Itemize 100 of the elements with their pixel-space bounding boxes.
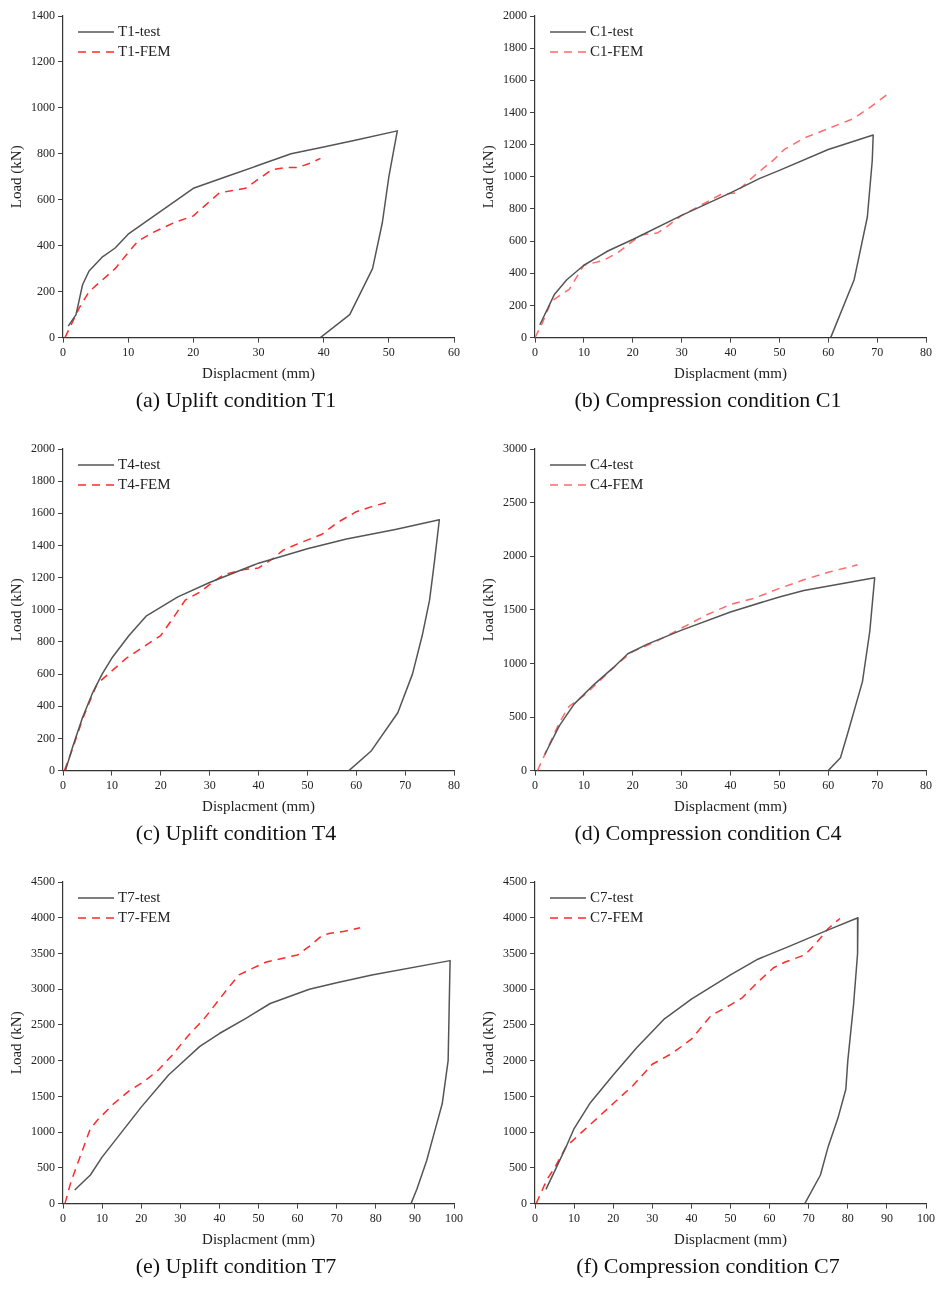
x-tick-label: 20 (626, 777, 639, 792)
y-tick-label: 4500 (31, 874, 55, 889)
x-axis-title: Displacment (mm) (674, 1230, 787, 1248)
y-tick-label: 500 (509, 1160, 527, 1175)
y-tick-label: 1000 (503, 168, 527, 183)
y-tick-label: 1500 (503, 1088, 527, 1103)
y-tick-label: 600 (509, 233, 527, 248)
x-tick-label: 30 (675, 344, 688, 359)
x-tick-label: 80 (920, 344, 932, 359)
y-tick-label: 1000 (31, 1124, 55, 1139)
y-axis-title: Load (kN) (479, 578, 497, 642)
x-tick-label: 60 (448, 344, 460, 359)
y-tick-label: 4500 (503, 874, 527, 889)
x-tick-label: 0 (532, 344, 538, 359)
x-tick-label: 60 (822, 344, 835, 359)
x-tick-label: 20 (154, 777, 167, 792)
y-tick-label: 1500 (31, 1088, 55, 1103)
x-tick-label: 0 (60, 777, 66, 792)
y-tick-label: 1400 (31, 537, 55, 552)
y-tick-label: 2500 (503, 1017, 527, 1032)
x-tick-label: 10 (105, 777, 118, 792)
x-tick-label: 30 (252, 344, 265, 359)
y-tick-label: 400 (37, 698, 55, 713)
y-tick-label: 400 (37, 237, 55, 252)
x-tick-label: 0 (532, 777, 538, 792)
y-tick-label: 0 (49, 1195, 55, 1210)
text: (d) Compression condition C4 (573, 820, 843, 846)
y-axis-title: Load (kN) (7, 145, 25, 209)
x-tick-label: 40 (252, 777, 265, 792)
y-tick-label: 1000 (503, 1124, 527, 1139)
text: (c) Uplift condition T4 (134, 820, 338, 846)
x-tick-label: 50 (382, 344, 395, 359)
x-tick-label: 10 (122, 344, 135, 359)
x-tick-label: 50 (773, 777, 786, 792)
y-tick-label: 200 (509, 297, 527, 312)
y-tick-label: 2000 (503, 8, 527, 23)
x-tick-label: 70 (399, 777, 412, 792)
legend-label: T7-test (118, 888, 162, 905)
x-axis-title: Displacment (mm) (202, 364, 315, 382)
y-tick-label: 1000 (31, 100, 55, 115)
y-tick-label: 1000 (503, 655, 527, 670)
y-tick-label: 1200 (31, 54, 55, 69)
legend-label: T7-FEM (118, 908, 171, 925)
x-tick-label: 100 (445, 1210, 463, 1225)
x-tick-label: 70 (871, 777, 884, 792)
x-tick-label: 40 (685, 1210, 698, 1225)
y-tick-label: 3500 (503, 945, 527, 960)
x-tick-label: 50 (301, 777, 314, 792)
x-tick-label: 10 (577, 777, 590, 792)
y-tick-label: 200 (37, 730, 55, 745)
y-tick-label: 600 (37, 666, 55, 681)
x-tick-label: 30 (646, 1210, 659, 1225)
y-tick-label: 4000 (31, 909, 55, 924)
y-tick-label: 2000 (31, 441, 55, 456)
y-tick-label: 1400 (503, 104, 527, 119)
x-tick-label: 100 (917, 1210, 935, 1225)
legend-label: C7-FEM (590, 908, 644, 925)
legend-label: T4-FEM (118, 475, 171, 492)
legend-label: C4-test (590, 455, 635, 472)
x-tick-label: 80 (448, 777, 460, 792)
x-tick-label: 10 (96, 1210, 109, 1225)
legend-label: C1-FEM (590, 42, 644, 59)
x-tick-label: 70 (871, 344, 884, 359)
y-tick-label: 0 (521, 762, 527, 777)
y-tick-label: 1600 (31, 505, 55, 520)
x-tick-label: 10 (568, 1210, 581, 1225)
x-tick-label: 0 (60, 1210, 66, 1225)
y-axis-title: Load (kN) (7, 1011, 25, 1075)
x-axis-title: Displacment (mm) (674, 364, 787, 382)
y-tick-label: 4000 (503, 909, 527, 924)
y-tick-label: 1800 (31, 473, 55, 488)
text: (b) Compression condition C1 (573, 387, 843, 413)
line-series (64, 157, 322, 338)
y-tick-label: 3500 (31, 945, 55, 960)
x-axis-title: Displacment (mm) (674, 797, 787, 815)
legend-label: C1-test (590, 22, 635, 39)
x-tick-label: 20 (135, 1210, 148, 1225)
y-tick-label: 1200 (503, 136, 527, 151)
x-axis-title: Displacment (mm) (202, 797, 315, 815)
y-tick-label: 400 (509, 265, 527, 280)
x-tick-label: 80 (369, 1210, 382, 1225)
y-axis-title: Load (kN) (479, 145, 497, 209)
y-axis-title: Load (kN) (7, 578, 25, 642)
y-tick-label: 1000 (31, 601, 55, 616)
x-tick-label: 70 (330, 1210, 343, 1225)
x-tick-label: 60 (822, 777, 835, 792)
y-tick-label: 2500 (31, 1017, 55, 1032)
y-tick-label: 0 (521, 1195, 527, 1210)
x-tick-label: 80 (920, 777, 932, 792)
x-tick-label: 60 (350, 777, 363, 792)
y-tick-label: 1600 (503, 72, 527, 87)
y-tick-label: 3000 (503, 441, 527, 456)
text: (f) Compression condition C7 (575, 1253, 841, 1279)
y-tick-label: 800 (509, 201, 527, 216)
x-axis-title: Displacment (mm) (202, 1230, 315, 1248)
x-tick-label: 20 (607, 1210, 620, 1225)
y-tick-label: 500 (37, 1160, 55, 1175)
line-series (535, 94, 888, 338)
x-tick-label: 50 (252, 1210, 265, 1225)
y-axis-title: Load (kN) (479, 1011, 497, 1075)
